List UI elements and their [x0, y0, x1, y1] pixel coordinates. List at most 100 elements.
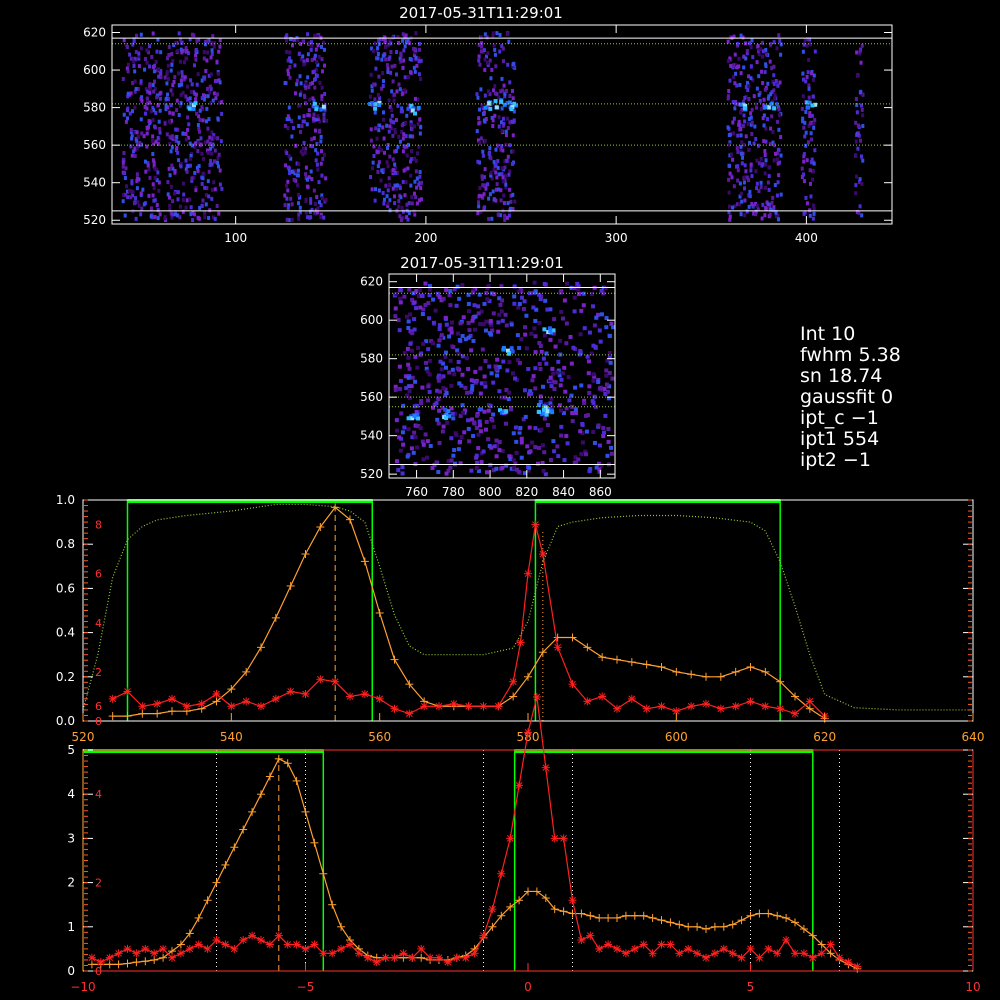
emission-pixel: [410, 149, 414, 154]
data-point: [372, 958, 381, 967]
emission-pixel: [757, 52, 761, 57]
emission-pixel: [742, 180, 746, 185]
data-point: [746, 697, 755, 706]
emission-pixel: [728, 214, 732, 219]
data-point: [630, 911, 639, 920]
bright-pixel: [410, 416, 415, 421]
emission-pixel: [813, 118, 817, 123]
emission-pixel: [856, 123, 860, 128]
emission-pixel: [764, 52, 768, 57]
data-point: [805, 704, 814, 713]
emission-pixel: [303, 83, 307, 88]
emission-pixel: [753, 124, 757, 129]
emission-pixel: [164, 107, 168, 112]
emission-pixel: [540, 443, 545, 448]
y-tick-label: 1: [67, 920, 75, 934]
emission-pixel: [193, 141, 197, 146]
emission-pixel: [311, 116, 315, 121]
emission-pixel: [295, 82, 299, 87]
emission-pixel: [562, 298, 567, 303]
emission-pixel: [491, 189, 495, 194]
emission-pixel: [377, 188, 381, 193]
emission-pixel: [585, 354, 590, 359]
emission-pixel: [762, 97, 766, 102]
emission-pixel: [208, 90, 212, 95]
emission-pixel: [764, 47, 768, 52]
bright-pixel: [314, 107, 319, 112]
emission-pixel: [212, 91, 216, 96]
emission-pixel: [175, 108, 179, 113]
emission-pixel: [476, 211, 480, 216]
emission-pixel: [202, 97, 206, 102]
emission-pixel: [145, 144, 149, 149]
data-point: [248, 931, 257, 940]
emission-pixel: [304, 197, 308, 202]
emission-pixel: [318, 128, 322, 133]
emission-pixel: [151, 106, 155, 111]
emission-pixel: [522, 299, 527, 304]
bright-pixel: [763, 104, 768, 109]
emission-pixel: [301, 39, 305, 44]
data-point: [761, 667, 770, 676]
emission-pixel: [731, 65, 735, 70]
emission-pixel: [320, 44, 324, 49]
emission-pixel: [301, 119, 305, 124]
emission-pixel: [517, 345, 522, 350]
emission-pixel: [437, 389, 442, 394]
emission-pixel: [166, 180, 170, 185]
emission-pixel: [854, 96, 858, 101]
emission-pixel: [194, 185, 198, 190]
emission-pixel: [199, 136, 203, 141]
emission-pixel: [310, 81, 314, 86]
emission-pixel: [478, 429, 483, 434]
emission-pixel: [381, 53, 385, 58]
emission-pixel: [599, 288, 604, 293]
emission-pixel: [415, 365, 420, 370]
emission-pixel: [443, 365, 448, 370]
emission-pixel: [168, 173, 172, 178]
data-point: [506, 902, 515, 911]
emission-pixel: [412, 327, 417, 332]
emission-pixel: [413, 156, 417, 161]
emission-pixel: [479, 41, 483, 46]
x-tick-label: 400: [795, 231, 818, 245]
emission-pixel: [558, 338, 563, 343]
emission-pixel: [288, 65, 292, 70]
emission-pixel: [381, 168, 385, 173]
emission-pixel: [551, 371, 556, 376]
series-line: [91, 758, 858, 970]
emission-pixel: [386, 188, 390, 193]
emission-pixel: [383, 44, 387, 49]
emission-pixel: [493, 364, 498, 369]
emission-pixel: [172, 43, 176, 48]
emission-pixel: [312, 98, 316, 103]
emission-pixel: [182, 60, 186, 65]
emission-pixel: [446, 468, 451, 473]
emission-pixel: [802, 125, 806, 130]
bright-pixel: [543, 405, 548, 410]
data-point: [817, 949, 826, 958]
emission-pixel: [155, 203, 159, 208]
emission-pixel: [513, 461, 518, 466]
emission-pixel: [204, 202, 208, 207]
emission-pixel: [488, 192, 492, 197]
emission-pixel: [493, 52, 497, 57]
emission-pixel: [407, 366, 412, 371]
emission-pixel: [523, 332, 528, 337]
emission-pixel: [471, 338, 476, 343]
emission-pixel: [220, 186, 224, 191]
emission-pixel: [182, 181, 186, 186]
emission-pixel: [484, 328, 489, 333]
emission-pixel: [145, 131, 149, 136]
emission-pixel: [572, 295, 577, 300]
emission-pixel: [151, 118, 155, 123]
emission-pixel: [511, 431, 516, 436]
emission-pixel: [448, 303, 453, 308]
emission-pixel: [449, 320, 454, 325]
emission-pixel: [755, 181, 759, 186]
emission-pixel: [495, 444, 500, 449]
emission-pixel: [508, 143, 512, 148]
emission-pixel: [306, 52, 310, 57]
emission-pixel: [408, 395, 413, 400]
emission-pixel: [204, 119, 208, 124]
